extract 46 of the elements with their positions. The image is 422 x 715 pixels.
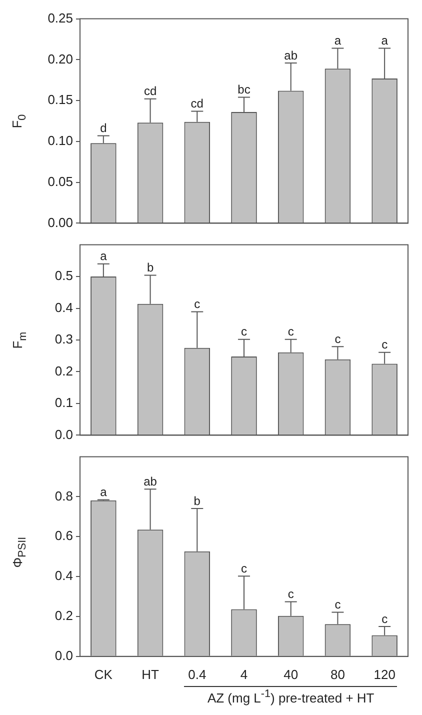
y-tick-label: 0.2 <box>54 608 73 624</box>
x-tick-label: 40 <box>284 666 298 682</box>
annotation: cd <box>144 84 157 98</box>
x-tick-label: 4 <box>240 666 248 682</box>
x-tick-label: CK <box>94 666 113 682</box>
annotation: c <box>288 324 294 339</box>
y-tick-label: 0.10 <box>48 133 73 148</box>
x-tick-label: 120 <box>374 666 396 682</box>
annotation: c <box>194 297 200 312</box>
y-tick-label: 0.4 <box>54 300 73 315</box>
annotation: a <box>334 34 342 48</box>
y-tick-label: 0.0 <box>54 648 73 663</box>
annotation: a <box>381 34 388 48</box>
y-tick-label: 0.6 <box>54 528 73 544</box>
annotation: bc <box>238 82 250 97</box>
annotation: d <box>100 121 107 136</box>
annotation: c <box>334 598 341 612</box>
annotation: ab <box>284 48 298 62</box>
y-tick-label: 0.25 <box>48 10 73 26</box>
annotation: b <box>194 494 201 508</box>
annotation: c <box>382 338 388 352</box>
y-tick-label: 0.1 <box>54 395 73 410</box>
y-tick-label: 0.4 <box>54 568 73 584</box>
y-tick-label: 0.8 <box>54 488 73 504</box>
annotation: a <box>100 485 108 500</box>
annotation: a <box>100 249 108 264</box>
y-tick-label: 0.05 <box>48 174 73 189</box>
x-tick-label: 80 <box>330 666 345 682</box>
annotation: ab <box>144 474 158 488</box>
y-tick-label: 0.0 <box>54 426 73 442</box>
annotation: c <box>241 324 247 339</box>
annotation: c <box>334 332 341 346</box>
annotation: b <box>146 260 154 275</box>
y-tick-label: 0.20 <box>48 51 73 66</box>
y-tick-label: 0.00 <box>48 214 73 230</box>
annotation: cd <box>190 96 204 110</box>
y-tick-label: 0.3 <box>54 332 73 347</box>
annotation: c <box>288 587 294 602</box>
y-tick-label: 0.2 <box>54 363 73 378</box>
y-tick-label: 0.15 <box>48 92 73 108</box>
annotation: c <box>241 561 247 576</box>
annotation: c <box>382 612 388 626</box>
x-tick-label: HT <box>142 666 159 682</box>
x-axis-title: AZ (mg L$^{-1}$) pre-treated + HT <box>206 688 376 706</box>
y-tick-label: 0.5 <box>54 268 73 284</box>
x-tick-label: 0.4 <box>188 666 206 682</box>
